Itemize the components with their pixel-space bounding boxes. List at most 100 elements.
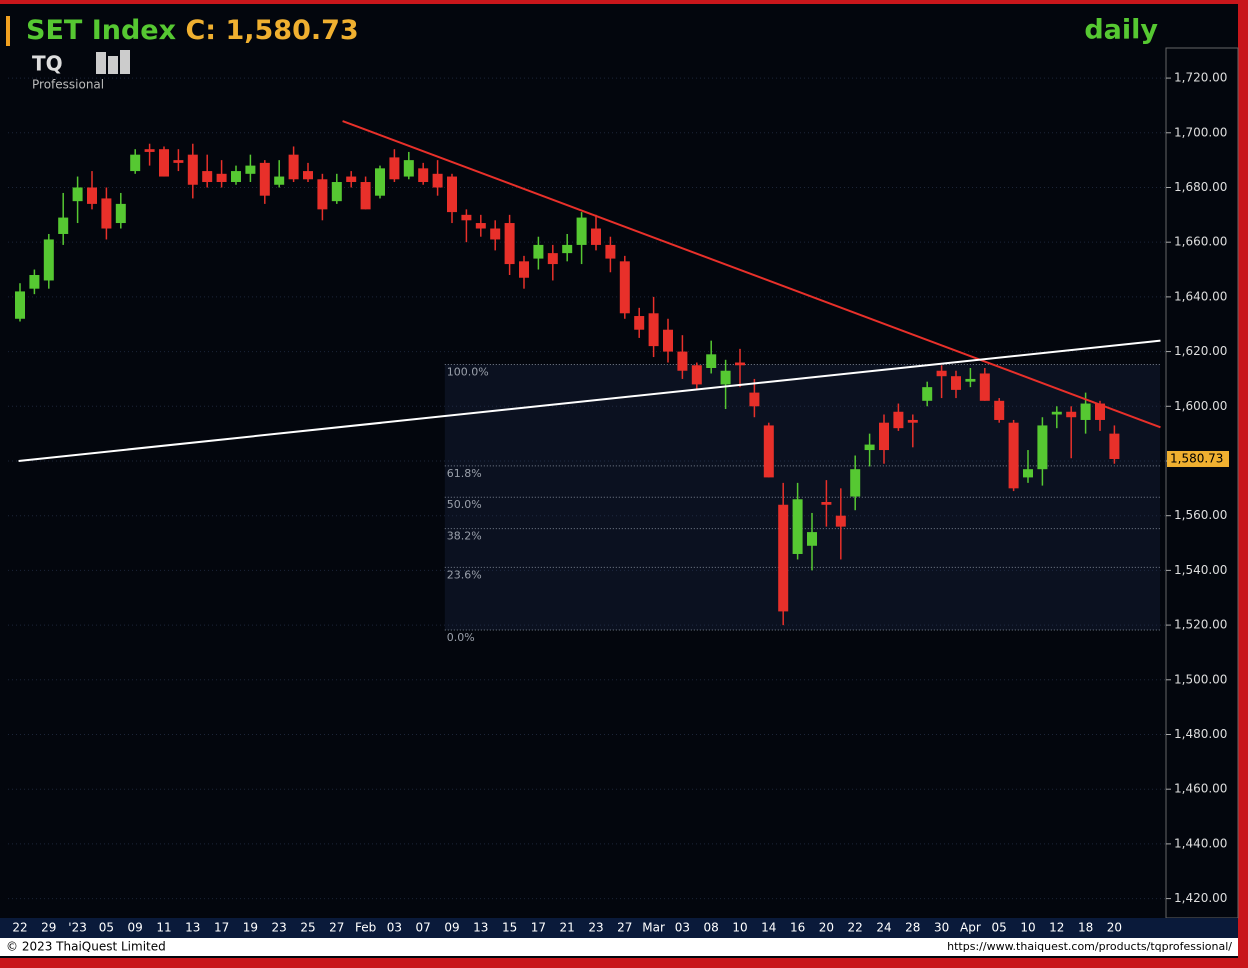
candle-body	[259, 162, 270, 196]
candle-body	[202, 171, 213, 183]
x-tick-label: Feb	[355, 921, 376, 935]
candle-body	[922, 387, 933, 401]
x-tick-label: '23	[68, 921, 87, 935]
candle-body	[591, 228, 601, 245]
candle-body	[331, 182, 342, 202]
x-tick-label: 20	[1107, 921, 1122, 935]
x-tick-label: 22	[848, 921, 863, 935]
x-tick-label: 17	[531, 921, 546, 935]
candle-body	[1051, 411, 1062, 415]
x-tick-label: 13	[185, 921, 200, 935]
candle-body	[418, 168, 429, 183]
candle-body	[288, 154, 299, 180]
candle-body	[29, 275, 40, 289]
x-axis-panel	[0, 918, 1238, 938]
x-tick-label: 10	[1020, 921, 1035, 935]
candle-body	[317, 179, 328, 210]
candle-body	[533, 244, 544, 259]
x-tick-label: 30	[934, 921, 949, 935]
fib-label: 50.0%	[447, 498, 482, 511]
candle-body	[1095, 403, 1105, 420]
candle-body	[389, 157, 400, 180]
candle-body	[72, 187, 83, 202]
y-tick-label: 1,560.00	[1174, 508, 1227, 522]
candle-body	[749, 392, 760, 407]
candle-body	[965, 378, 976, 382]
period: daily	[1084, 15, 1158, 46]
candle-body	[907, 419, 918, 423]
y-tick-label: 1,700.00	[1174, 125, 1227, 139]
x-tick-label: 03	[675, 921, 690, 935]
x-tick-label: 28	[905, 921, 920, 935]
logo-icon	[96, 52, 106, 74]
x-tick-label: 21	[560, 921, 575, 935]
x-tick-label: 18	[1078, 921, 1093, 935]
footer	[0, 938, 1238, 956]
y-tick-label: 1,420.00	[1174, 891, 1227, 905]
candle-body	[1066, 411, 1077, 418]
fib-label: 23.6%	[447, 568, 482, 581]
x-tick-label: 24	[876, 921, 891, 935]
y-tick-label: 1,640.00	[1174, 289, 1227, 303]
x-tick-label: 29	[41, 921, 56, 935]
candle-body	[821, 502, 832, 505]
x-tick-label: 27	[617, 921, 632, 935]
candle-body	[303, 171, 313, 180]
x-tick-label: 15	[502, 921, 517, 935]
fib-label: 100.0%	[447, 365, 489, 378]
candle-body	[346, 176, 357, 183]
candle-body	[216, 173, 227, 183]
candle-body	[173, 160, 184, 163]
candle-body	[159, 149, 169, 177]
title-marker	[6, 16, 10, 46]
candle-body	[475, 223, 486, 229]
candle-body	[677, 351, 688, 371]
x-tick-label: 14	[761, 921, 776, 935]
candle-body	[663, 329, 673, 352]
candle-body	[58, 217, 69, 234]
x-tick-label: 08	[704, 921, 719, 935]
x-tick-label: 10	[732, 921, 747, 935]
x-tick-label: 19	[243, 921, 258, 935]
candle-body	[519, 261, 529, 278]
x-tick-label: 07	[416, 921, 431, 935]
candle-body	[619, 261, 630, 314]
x-tick-label: 03	[387, 921, 402, 935]
copyright: © 2023 ThaiQuest Limited	[6, 940, 166, 954]
y-tick-label: 1,600.00	[1174, 399, 1227, 413]
trendline	[342, 120, 1161, 429]
x-tick-label: 17	[214, 921, 229, 935]
candle-body	[979, 373, 990, 401]
x-tick-label: 27	[329, 921, 344, 935]
x-tick-label: 22	[12, 921, 27, 935]
candle-body	[360, 182, 371, 210]
x-tick-label: 25	[300, 921, 315, 935]
y-tick-label: 1,680.00	[1174, 180, 1227, 194]
candle-body	[461, 214, 472, 221]
candle-body	[763, 425, 774, 478]
y-tick-label: 1,480.00	[1174, 727, 1227, 741]
y-tick-label: 1,440.00	[1174, 836, 1227, 850]
y-tick-label: 1,620.00	[1174, 344, 1227, 358]
trendline	[18, 339, 1161, 462]
url: https://www.thaiquest.com/products/tqpro…	[947, 940, 1232, 953]
candle-body	[605, 244, 616, 259]
candle-body	[562, 244, 573, 254]
candle-body	[994, 400, 1005, 420]
candle-body	[187, 154, 198, 185]
candle-body	[101, 198, 112, 229]
x-tick-label: 13	[473, 921, 488, 935]
candle-body	[879, 422, 889, 451]
x-tick-label: 23	[272, 921, 287, 935]
last-price-label: 1,580.73	[1170, 451, 1223, 465]
x-tick-label: 05	[992, 921, 1007, 935]
candle-body	[231, 171, 241, 183]
candle-body	[144, 149, 155, 152]
logo-icon	[120, 50, 130, 74]
candle-body	[432, 173, 443, 188]
candle-body	[576, 217, 587, 245]
x-tick-label: 05	[99, 921, 114, 935]
candle-body	[15, 291, 25, 319]
